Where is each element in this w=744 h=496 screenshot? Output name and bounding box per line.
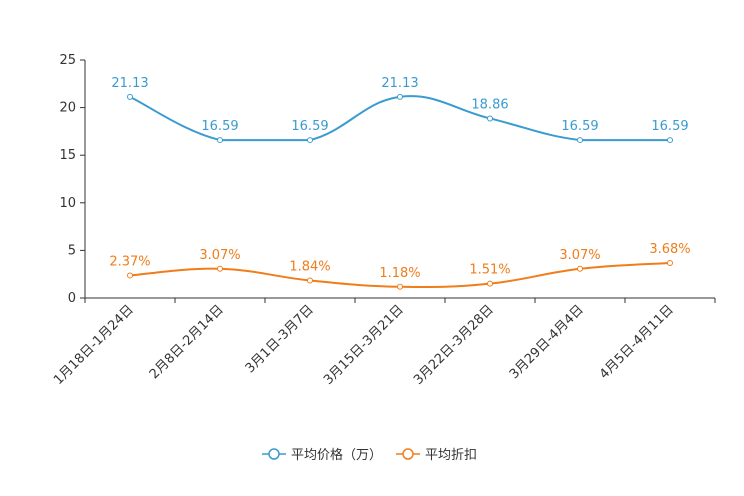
data-point — [127, 93, 133, 100]
y-tick-label: 5 — [68, 243, 76, 258]
data-label: 1.84% — [289, 259, 330, 274]
chart-data-labels: 21.13 16.59 16.59 21.13 18.86 16.59 16.59 2.37%… — [109, 76, 690, 281]
data-point — [667, 259, 673, 266]
data-label: 16.59 — [291, 119, 328, 134]
data-point — [307, 137, 313, 144]
legend-label: 平均折扣 — [425, 448, 477, 463]
legend-item-1[interactable]: 平均价格（万） — [262, 447, 382, 463]
y-tick-label: 20 — [59, 101, 76, 116]
data-point — [217, 265, 223, 272]
data-label: 18.86 — [471, 97, 508, 112]
data-point — [127, 272, 133, 279]
data-label: 21.13 — [381, 76, 418, 91]
data-point — [307, 277, 313, 284]
y-tick-label: 15 — [59, 148, 76, 163]
x-tick-label: 1月18日-1月24日 — [51, 302, 137, 388]
x-tick-label: 4月5日-4月11日 — [597, 302, 677, 382]
legend-label: 平均价格（万） — [291, 447, 382, 463]
legend-item-2[interactable]: 平均折扣 — [396, 448, 477, 463]
data-point — [397, 93, 403, 100]
y-tick-label: 10 — [59, 196, 76, 211]
x-tick-label: 2月8日-2月14日 — [147, 302, 227, 382]
legend-marker-icon — [268, 448, 280, 460]
data-label: 3.07% — [559, 248, 600, 263]
data-point — [217, 137, 223, 144]
legend-marker-icon — [402, 448, 414, 460]
data-label: 21.13 — [111, 76, 148, 91]
data-label: 16.59 — [651, 119, 688, 134]
y-tick-label: 25 — [59, 53, 76, 68]
data-point — [397, 283, 403, 290]
x-tick-label: 3月1日-3月7日 — [243, 302, 317, 376]
x-tick-label: 3月22日-3月28日 — [411, 302, 497, 388]
data-label: 1.18% — [379, 266, 420, 281]
data-point — [487, 115, 493, 122]
y-tick-label: 0 — [68, 291, 76, 306]
data-point — [487, 280, 493, 287]
chart-legend[interactable]: 平均价格（万） 平均折扣 — [262, 447, 477, 463]
chart-axes: 0 5 10 15 20 25 1月18日-1月24日 2月8日-2月14日 3月1日-3月7日… — [51, 53, 716, 388]
data-point — [577, 265, 583, 272]
data-point — [577, 137, 583, 144]
data-label: 2.37% — [109, 254, 150, 269]
data-label: 16.59 — [561, 119, 598, 134]
x-tick-label: 3月29日-4月4日 — [507, 302, 587, 382]
x-tick-label: 3月15日-3月21日 — [321, 302, 407, 388]
data-label: 3.68% — [649, 242, 690, 257]
data-label: 1.51% — [469, 263, 510, 278]
data-label: 16.59 — [201, 119, 238, 134]
data-label: 3.07% — [199, 248, 240, 263]
data-point — [667, 137, 673, 144]
chart-series — [127, 93, 673, 290]
